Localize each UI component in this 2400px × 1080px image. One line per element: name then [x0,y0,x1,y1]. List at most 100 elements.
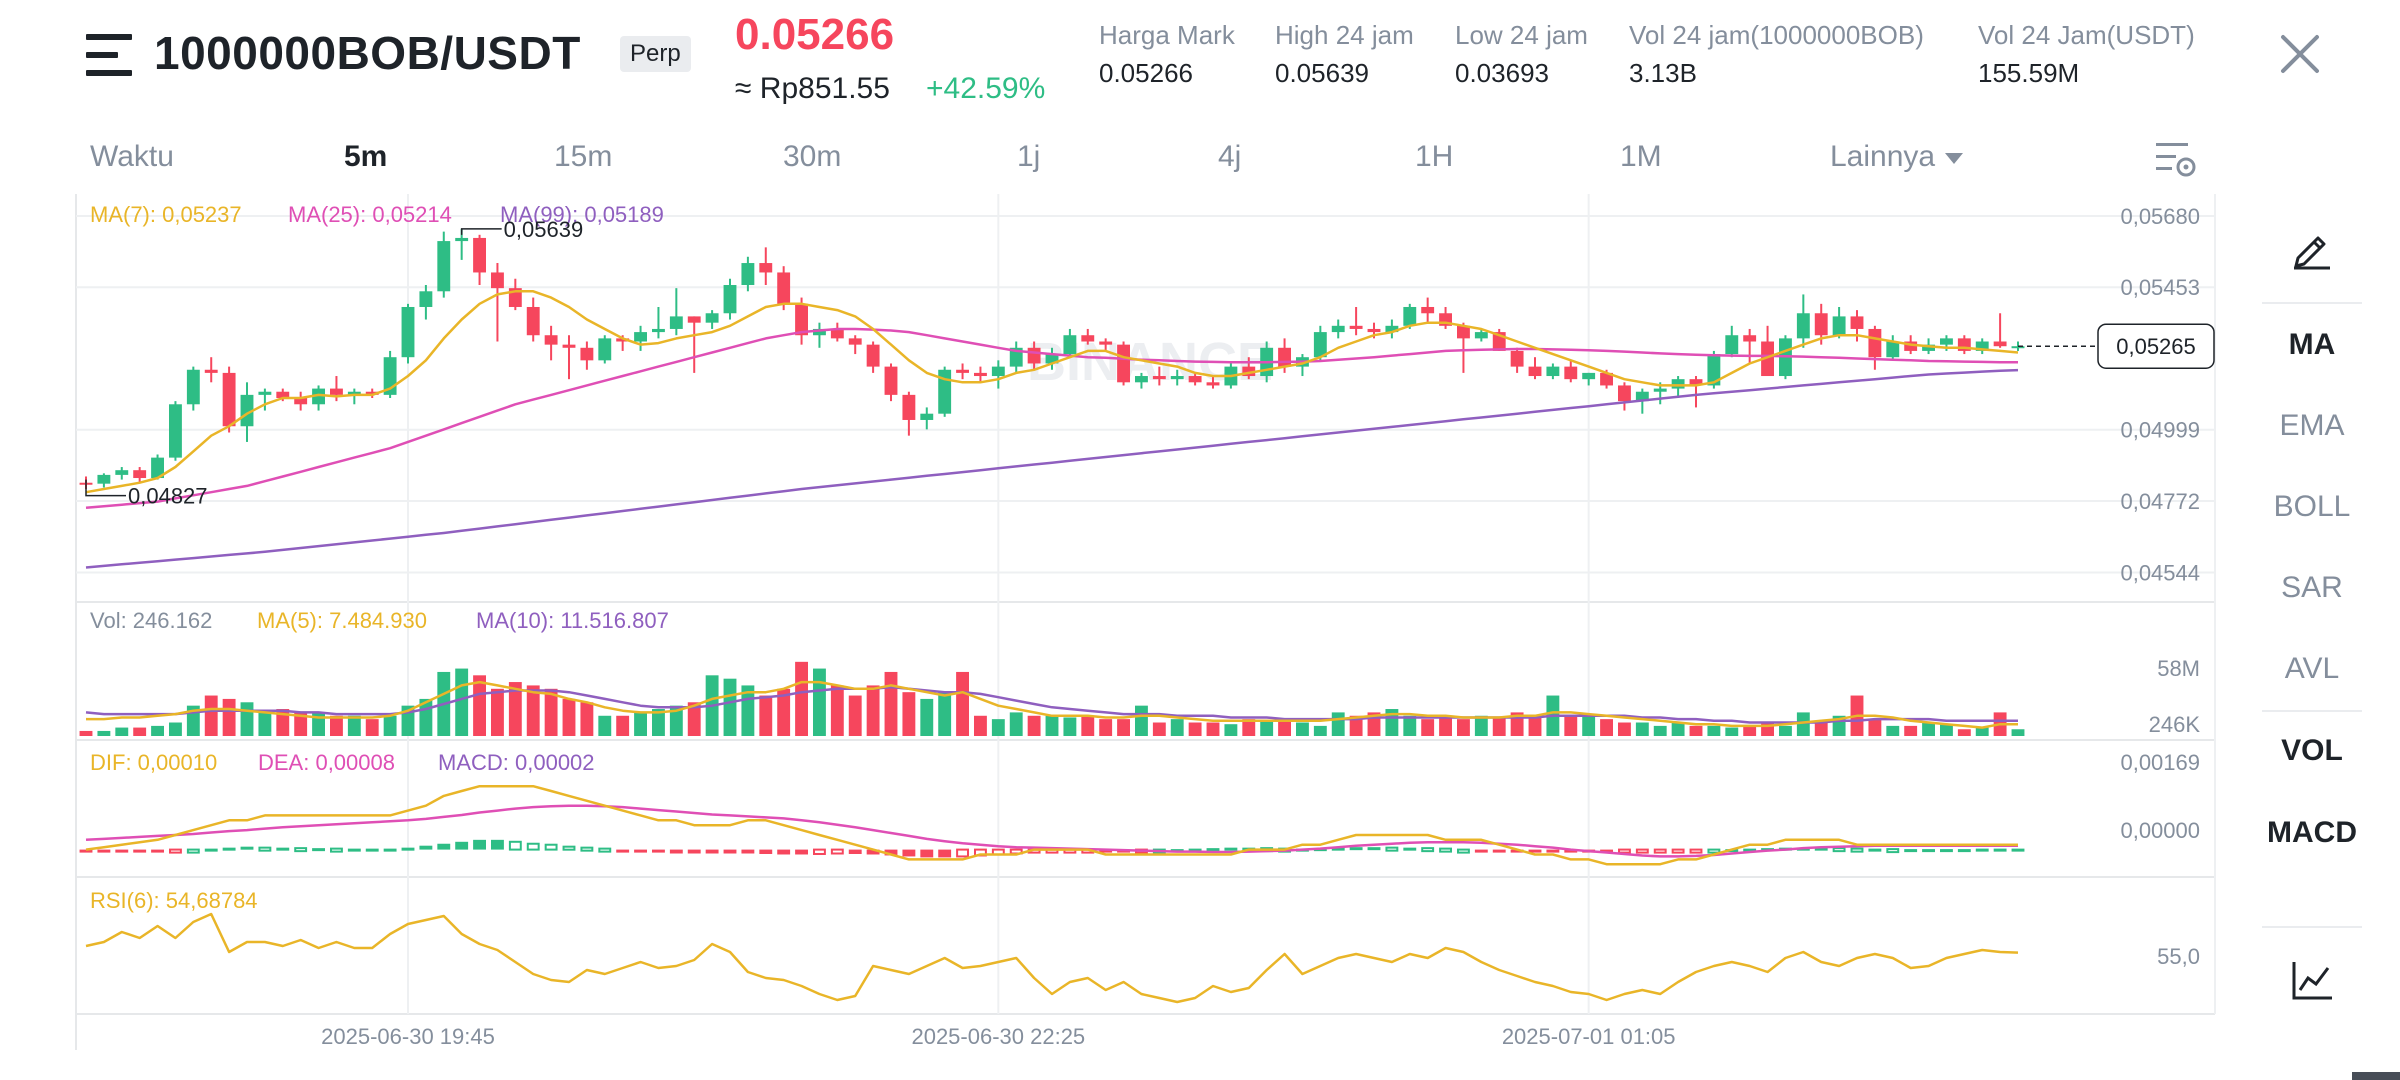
volume-bar-up [1045,715,1059,736]
close-icon[interactable] [2278,32,2322,76]
candle-up [1796,313,1810,339]
indicator-sar[interactable]: SAR [2281,571,2343,604]
macd-value-legend: MACD: 0,00002 [438,750,595,775]
candle-up [741,263,755,286]
volume-bar-up [1725,727,1739,736]
volume-bar-up [258,710,272,736]
draw-pencil-icon[interactable] [2290,226,2334,270]
tab-1j[interactable]: 1j [1017,140,1041,173]
macd-hist-bar [1850,847,1864,853]
volume-bar-up [669,705,683,736]
macd-hist-bar [1940,849,1953,853]
candle-down [491,272,504,289]
macd-hist-bar [1546,849,1560,853]
candle-up [419,291,433,307]
current-price-label: 0,05265 [2116,334,2196,359]
macd-hist-bar [330,847,343,853]
candle-up [240,394,254,427]
indicator-vol[interactable]: VOL [2281,734,2343,767]
volume-axis-label: 246K [2149,712,2201,737]
tab-lainnya[interactable]: Lainnya [1830,140,1964,174]
macd-axis-label: 0,00169 [2120,750,2200,775]
tab-1m[interactable]: 1M [1620,140,1662,173]
menu-icon[interactable] [86,34,132,76]
chart-settings-icon[interactable] [2154,140,2198,180]
candle-down [562,344,576,348]
candle-down [866,344,880,367]
pair-symbol[interactable]: 1000000BOB/USDT [154,27,581,79]
macd-hist-bar [258,846,272,852]
chart-area[interactable]: 0,056800,054530,049990,047720,04544BINAN… [0,180,2220,1060]
volume-bar-down [1904,725,1918,736]
macd-hist-bar [1188,848,1202,852]
candle-down [1188,376,1202,383]
macd-hist-bar [383,848,397,852]
time-axis-label: 2025-07-01 01:05 [1502,1024,1676,1049]
candle-up [1940,338,1953,345]
volume-axis-label: 58M [2157,656,2200,681]
macd-hist-bar [634,849,647,853]
volume-bar-down [830,685,844,736]
tab-5m[interactable]: 5m [344,140,388,173]
candle-down [580,347,594,361]
volume-ma10-line [85,685,2018,724]
tab-30m[interactable]: 30m [783,140,842,173]
candle-up [2011,346,2025,349]
volume-bar-up [347,715,361,736]
macd-hist-bar [1653,848,1667,854]
volume-bar-up [991,719,1005,736]
macd-hist-bar [1224,847,1238,851]
macd-hist-bar [1957,849,1971,853]
tab-1h[interactable]: 1H [1415,140,1454,173]
candle-down [1457,325,1470,339]
candle-up [1313,332,1327,358]
volume-bar-down [473,675,486,736]
volume-bar-down [1099,719,1113,736]
macd-hist-bar [508,840,522,851]
chart-type-icon[interactable] [2290,958,2334,1002]
volume-bar-up [1474,715,1488,736]
price-axis-label: 0,04772 [2120,489,2200,514]
macd-dea-legend: DEA: 0,00008 [258,750,395,775]
volume-bar-down [1439,715,1452,736]
candle-up [1671,379,1685,389]
candle-down [1564,366,1578,380]
macd-hist-bar [1457,848,1470,854]
high-marker-label: 0,05639 [504,217,584,242]
macd-hist-bar [97,849,111,853]
volume-bar-up [920,698,934,736]
macd-hist-bar [1868,848,1882,852]
macd-hist-bar [473,839,486,850]
indicator-ma[interactable]: MA [2288,328,2336,361]
macd-hist-bar [884,849,898,856]
tab-waktu[interactable]: Waktu [90,140,174,173]
ma99-legend: MA(99): 0,05189 [500,202,664,227]
candle-down [526,306,540,336]
volume-bar-up [169,722,182,736]
macd-hist-bar [1635,848,1649,854]
indicator-macd[interactable]: MACD [2267,816,2357,849]
perp-badge: Perp [620,36,691,72]
scrollbar-thumb[interactable] [2352,1072,2400,1080]
tab-15m[interactable]: 15m [554,140,613,173]
volume-bar-up [723,678,737,736]
candle-up [723,285,737,314]
indicator-ema[interactable]: EMA [2279,409,2345,442]
candle-down [1689,379,1703,386]
volume-bar-down [1027,715,1041,736]
macd-hist-bar [938,849,952,858]
candle-down [1904,341,1918,351]
candle-up [1582,372,1596,380]
tab-4j[interactable]: 4j [1218,140,1242,173]
candle-down [616,338,630,342]
volume-bar-down [616,715,630,736]
macd-hist-bar [1975,848,1989,852]
low-24h-label: Low 24 jam [1455,20,1588,50]
macd-hist-bar [920,849,934,858]
indicator-boll[interactable]: BOLL [2273,490,2351,523]
volume-bar-down [526,685,540,736]
candle-down [830,328,844,339]
macd-hist-bar [1099,849,1113,853]
indicator-avl[interactable]: AVL [2284,652,2340,685]
macd-hist-bar [276,847,290,851]
